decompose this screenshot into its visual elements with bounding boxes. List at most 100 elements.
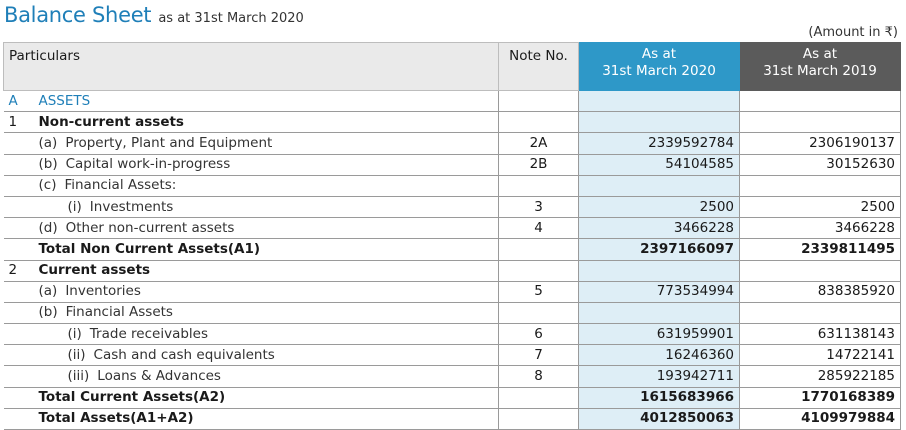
header-current-line1: As at — [641, 46, 677, 62]
row-label-text: Capital work-in-progress — [65, 156, 231, 173]
row-label-text: Loans & Advances — [97, 368, 221, 385]
row-current-value: 2500 — [578, 196, 740, 219]
header-current-year: As at 31st March 2020 — [578, 42, 740, 91]
row-previous-value: 14722141 — [739, 344, 901, 367]
row-label-text: Cash and cash equivalents — [93, 346, 275, 363]
table-row: (ii) Cash and cash equivalents 7 16246360… — [3, 344, 901, 367]
row-note — [498, 408, 579, 430]
row-label: (a) Inventories — [33, 281, 499, 303]
header-particulars: Particulars — [3, 42, 499, 91]
header-current-line2: 31st March 2020 — [602, 63, 716, 79]
row-previous-value — [739, 175, 901, 197]
row-sub-index: (c) — [38, 177, 57, 194]
header-row: Particulars Note No. As at 31st March 20… — [3, 42, 901, 91]
row-label: Total Non Current Assets(A1) — [33, 238, 499, 261]
row-current-value: 2397166097 — [578, 238, 740, 261]
row-current-value — [578, 175, 740, 197]
row-note — [498, 260, 579, 282]
row-index — [3, 408, 34, 430]
row-note: 8 — [498, 365, 579, 388]
row-previous-value: 285922185 — [739, 365, 901, 388]
row-index — [3, 323, 34, 346]
row-sub-index: (a) — [38, 283, 58, 300]
row-label-text: Trade receivables — [89, 325, 209, 342]
row-previous-value: 2500 — [739, 196, 901, 219]
row-index: 1 — [3, 111, 34, 134]
row-index — [3, 217, 34, 240]
row-current-value: 193942711 — [578, 365, 740, 388]
row-note: 4 — [498, 217, 579, 240]
row-label-text: Other non-current assets — [65, 219, 235, 236]
row-note: 3 — [498, 196, 579, 219]
row-label: Non-current assets — [33, 111, 499, 134]
row-previous-value: 838385920 — [739, 281, 901, 303]
table-row: 2 Current assets — [3, 260, 901, 282]
row-note: 6 — [498, 323, 579, 346]
row-note: 7 — [498, 344, 579, 367]
row-index — [3, 344, 34, 367]
row-index — [3, 302, 34, 325]
row-label-text: Financial Assets — [65, 304, 173, 321]
row-label: (a) Property, Plant and Equipment — [33, 132, 499, 155]
header-previous-line1: As at — [802, 46, 838, 62]
row-label: (b) Capital work-in-progress — [33, 154, 499, 176]
row-index — [3, 132, 34, 155]
row-label: ASSETS — [33, 90, 499, 113]
row-note — [498, 302, 579, 325]
table-row: (i) Trade receivables 6 631959901 6311381… — [3, 323, 901, 346]
row-previous-value — [739, 90, 901, 113]
header-previous-year: As at 31st March 2019 — [739, 42, 901, 91]
subtitle-text: as at 31st March 2020 — [158, 11, 304, 26]
row-index — [3, 365, 34, 388]
row-sub-index: (b) — [38, 156, 58, 173]
row-index — [3, 196, 34, 219]
title-text: Balance Sheet — [4, 3, 152, 27]
row-previous-value: 1770168389 — [739, 387, 901, 409]
table-row: (c) Financial Assets: — [3, 175, 901, 197]
row-previous-value — [739, 260, 901, 282]
row-previous-value: 631138143 — [739, 323, 901, 346]
table-row: (d) Other non-current assets 4 3466228 34… — [3, 217, 901, 240]
row-index: A — [3, 90, 34, 113]
row-index — [3, 238, 34, 261]
row-previous-value: 4109979884 — [739, 408, 901, 430]
row-label: (c) Financial Assets: — [33, 175, 499, 197]
amount-unit-note: (Amount in ₹) — [808, 25, 898, 40]
header-previous-line2: 31st March 2019 — [763, 63, 877, 79]
row-previous-value — [739, 111, 901, 134]
row-label: (b) Financial Assets — [33, 302, 499, 325]
row-label: (iii) Loans & Advances — [33, 365, 499, 388]
row-index — [3, 281, 34, 303]
row-label: (ii) Cash and cash equivalents — [33, 344, 499, 367]
row-note — [498, 111, 579, 134]
table-row: (a) Property, Plant and Equipment 2A 2339… — [3, 132, 901, 155]
row-index — [3, 175, 34, 197]
row-sub-index: (b) — [38, 304, 58, 321]
table-row: (i) Investments 3 2500 2500 — [3, 196, 901, 219]
row-label: Current assets — [33, 260, 499, 282]
row-previous-value: 30152630 — [739, 154, 901, 176]
row-current-value: 3466228 — [578, 217, 740, 240]
table-row-total: Total Non Current Assets(A1) 2397166097 … — [3, 238, 901, 261]
table-row: (a) Inventories 5 773534994 838385920 — [3, 281, 901, 303]
row-label: Total Current Assets(A2) — [33, 387, 499, 409]
row-current-value: 1615683966 — [578, 387, 740, 409]
row-note: 2A — [498, 132, 579, 155]
row-current-value: 16246360 — [578, 344, 740, 367]
row-note — [498, 90, 579, 113]
table-row: (b) Financial Assets — [3, 302, 901, 325]
row-note: 2B — [498, 154, 579, 176]
row-current-value — [578, 302, 740, 325]
row-sub-index: (iii) — [67, 368, 90, 385]
row-index — [3, 154, 34, 176]
row-previous-value — [739, 302, 901, 325]
row-index — [3, 387, 34, 409]
row-sub-index: (i) — [67, 198, 82, 215]
row-current-value: 631959901 — [578, 323, 740, 346]
table-row-total: Total Assets(A1+A2) 4012850063 410997988… — [3, 408, 901, 430]
row-current-value — [578, 111, 740, 134]
row-sub-index: (a) — [38, 134, 58, 151]
row-sub-index: (i) — [67, 325, 82, 342]
row-current-value — [578, 260, 740, 282]
row-label-text: Inventories — [65, 283, 141, 300]
